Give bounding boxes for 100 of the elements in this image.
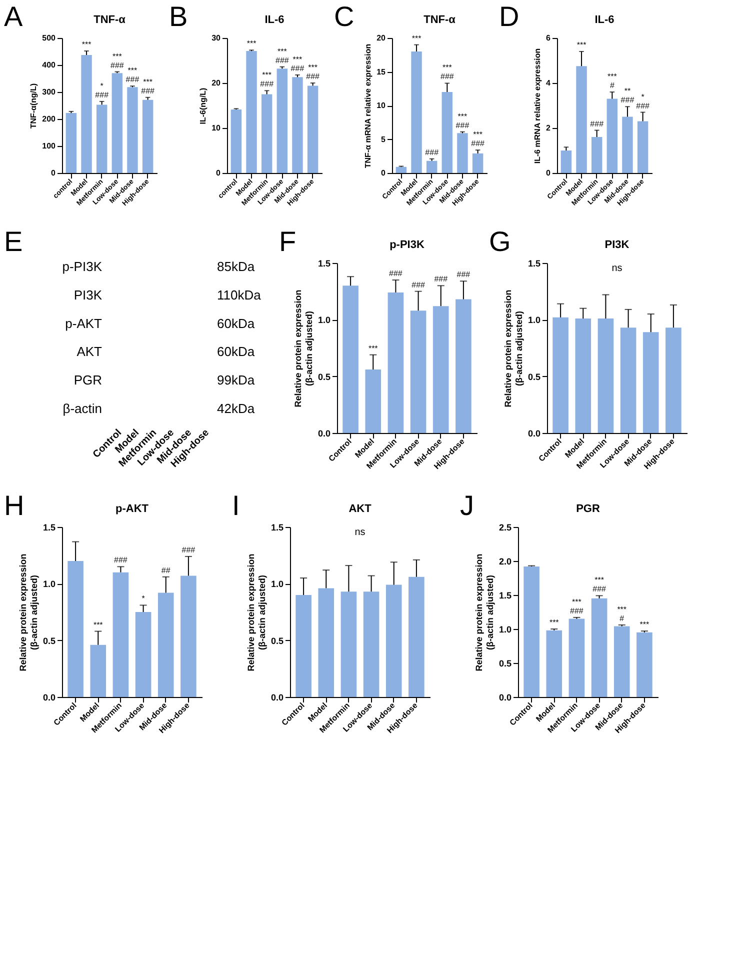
annotation: *** <box>93 620 103 630</box>
annotation: ### <box>425 148 440 157</box>
bar <box>575 318 592 433</box>
bar <box>620 328 636 433</box>
bar <box>456 299 472 433</box>
annotation: *** <box>549 618 559 627</box>
bar <box>410 310 426 433</box>
y-tick-label: 0.0 <box>270 692 284 702</box>
text: 42kDa <box>217 400 256 416</box>
chart-title: p-PI3K <box>390 239 424 251</box>
annotation: *** <box>412 34 422 43</box>
bar <box>81 55 92 173</box>
bar <box>142 100 154 173</box>
chart-title: TNF-α <box>424 14 456 26</box>
bar <box>158 592 174 697</box>
annotation: *** ### <box>290 54 305 73</box>
y-tick-label: 0.5 <box>270 636 284 646</box>
text: PI3K <box>74 288 102 302</box>
bar <box>365 370 382 433</box>
bar <box>546 630 562 697</box>
text: PGR <box>74 372 102 388</box>
y-tick-label: 10 <box>376 101 386 110</box>
y-tick-label: 1.0 <box>318 315 330 326</box>
chart-title: IL-6 <box>594 14 614 26</box>
text: 85kDa <box>217 259 256 274</box>
y-tick-label: 1.0 <box>528 315 540 326</box>
annotation: *** # <box>607 72 617 90</box>
annotation: *** ### <box>570 597 584 616</box>
bar <box>598 318 614 433</box>
y-tick-label: 0.5 <box>318 372 330 382</box>
y-tick-label: 4 <box>546 78 552 88</box>
annotation: ### <box>456 270 471 280</box>
y-tick-label: 1.0 <box>498 624 512 634</box>
annotation: ### <box>434 274 448 284</box>
annotation: ** ### <box>620 86 635 105</box>
y-tick-label: 0.5 <box>498 658 512 668</box>
y-axis-title: TNF-α(ng/L) <box>29 82 38 129</box>
annotation: *** <box>368 344 378 353</box>
bar <box>261 94 272 173</box>
y-tick-label: 0.0 <box>498 692 512 702</box>
bar <box>591 598 608 697</box>
text: E <box>4 226 23 257</box>
y-tick-label: 1.5 <box>498 590 512 600</box>
annotation: *** <box>576 40 586 50</box>
bar <box>614 626 630 697</box>
annotation: *** # <box>617 604 627 623</box>
annotation: ns <box>612 263 622 274</box>
annotation: *** ### <box>592 576 607 594</box>
chart-title: PGR <box>576 503 600 515</box>
bar <box>426 160 438 173</box>
bar <box>591 137 602 173</box>
text: D <box>499 1 520 32</box>
bar <box>230 110 242 173</box>
text: p-AKT <box>65 316 102 331</box>
text: B <box>169 1 188 32</box>
y-axis-title: Relative protein expression (β-actin adjusted) <box>292 290 314 408</box>
chart-title: IL-6 <box>264 14 284 26</box>
chart-title: AKT <box>348 503 372 515</box>
annotation: ## <box>161 566 171 575</box>
bar <box>642 332 659 433</box>
y-tick-label: 0 <box>216 168 222 178</box>
y-axis-title: Relative protein expression (β-actin adjusted) <box>502 290 524 408</box>
y-tick-label: 20 <box>212 78 222 88</box>
y-tick-label: 200 <box>42 114 56 124</box>
text: C <box>334 1 354 32</box>
y-tick-label: 1.5 <box>318 258 330 268</box>
y-axis-title: IL-6 mRNA relative expression <box>533 48 542 164</box>
annotation: * ### <box>95 81 110 100</box>
text: 60kDa <box>217 316 256 331</box>
y-tick-label: 400 <box>42 60 56 70</box>
annotation: * <box>142 594 145 604</box>
bar <box>96 104 108 173</box>
y-tick-label: 30 <box>212 34 222 42</box>
chart-title: PI3K <box>604 239 630 251</box>
chart-title: TNF-α <box>94 14 126 26</box>
bar <box>307 86 318 173</box>
annotation: *** ### <box>471 130 486 148</box>
bar <box>135 612 152 697</box>
text: β-actin <box>62 400 102 416</box>
y-tick-label: 1.5 <box>42 522 56 532</box>
y-tick-label: 0.0 <box>528 428 540 438</box>
annotation: ns <box>354 527 366 538</box>
text: G <box>489 226 511 257</box>
y-tick-label: 2.0 <box>498 556 512 566</box>
bar <box>457 133 468 173</box>
annotation: ### <box>412 280 426 290</box>
bar <box>472 153 484 173</box>
annotation: *** ### <box>456 112 470 130</box>
y-tick-label: 0.0 <box>318 428 330 438</box>
text: 60kDa <box>217 344 256 360</box>
y-axis-title: Relative protein expression (β-actin adjusted) <box>474 554 495 672</box>
chart-title: p-AKT <box>116 503 149 515</box>
annotation: * ### <box>636 92 650 110</box>
bar <box>396 166 407 173</box>
annotation: ### <box>114 556 128 565</box>
annotation: ### <box>182 545 196 554</box>
text: A <box>4 1 23 32</box>
bar <box>112 572 129 697</box>
bar <box>432 306 449 433</box>
annotation: ### <box>590 119 604 128</box>
